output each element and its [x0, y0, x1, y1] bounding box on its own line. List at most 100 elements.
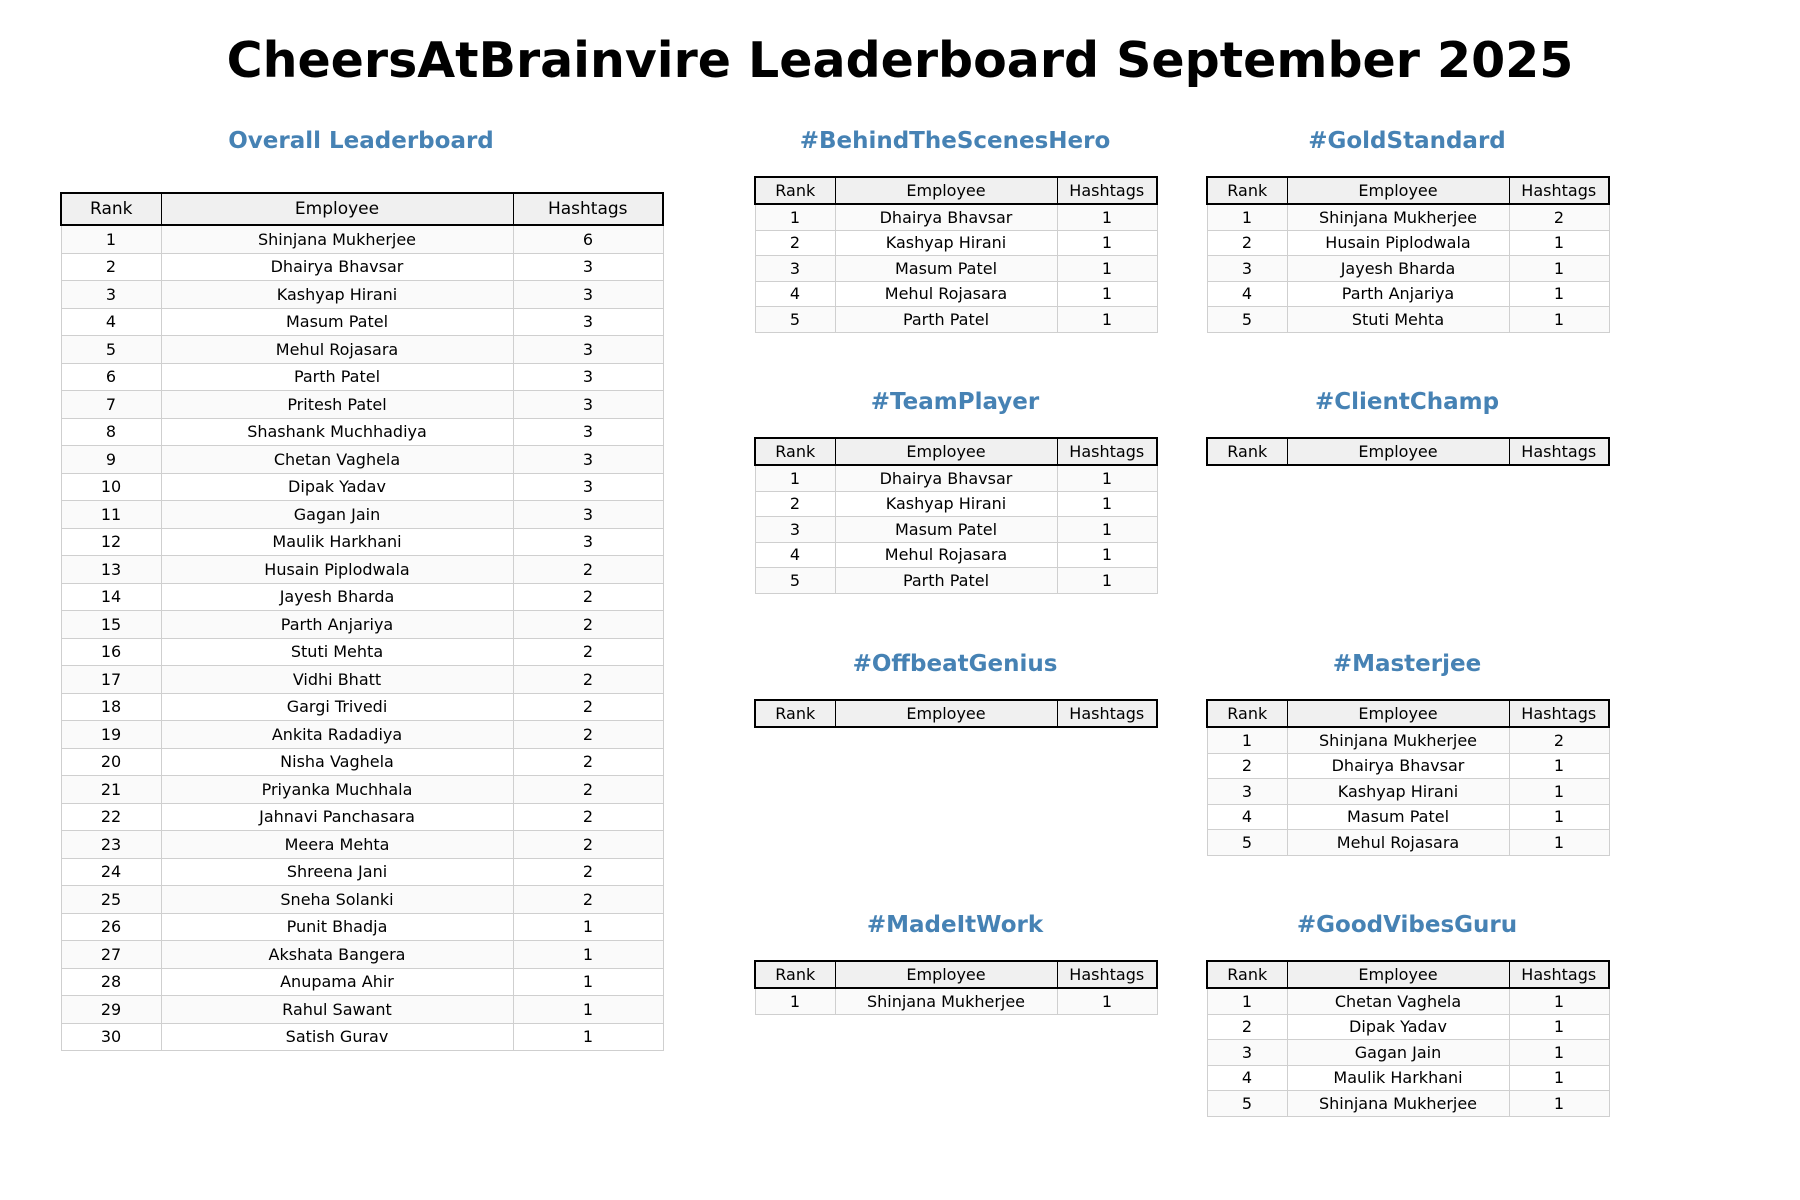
- hashtags-column-header: Hashtags: [1508, 176, 1610, 205]
- table-row: 5 Parth Patel 1: [754, 567, 1158, 594]
- rank-column-header: Rank: [1206, 437, 1288, 466]
- section-title: #GoldStandard: [1308, 128, 1506, 154]
- table-row: 20 Nisha Vaghela 2: [60, 747, 664, 776]
- employee-cell: Ankita Radadiya: [160, 720, 514, 749]
- hashtags-cell: 2: [512, 857, 664, 886]
- hashtags-cell: 3: [512, 417, 664, 446]
- hashtags-cell: 2: [512, 720, 664, 749]
- rank-cell: 23: [60, 830, 162, 859]
- table-row: 9 Chetan Vaghela 3: [60, 445, 664, 474]
- table-row: 26 Punit Bhadja 1: [60, 912, 664, 941]
- employee-column-header: Employee: [834, 176, 1058, 205]
- offbeat-genius-section: #OffbeatGenius Rank Employee Hashtags: [754, 649, 1158, 728]
- table-row: 18 Gargi Trivedi 2: [60, 692, 664, 721]
- employee-cell: Dipak Yadav: [160, 472, 514, 501]
- rank-cell: 5: [754, 567, 836, 594]
- rank-column-header: Rank: [60, 192, 162, 226]
- hashtags-cell: 1: [1056, 541, 1158, 568]
- table-row: 22 Jahnavi Panchasara 2: [60, 802, 664, 831]
- rank-column-header: Rank: [754, 960, 836, 989]
- table-row: 1 Shinjana Mukherjee 1: [754, 987, 1158, 1015]
- table-row: 19 Ankita Radadiya 2: [60, 720, 664, 749]
- section-title: #BehindTheScenesHero: [799, 128, 1111, 154]
- employee-column-header: Employee: [1286, 437, 1510, 466]
- table-row: 2 Dipak Yadav 1: [1206, 1013, 1610, 1040]
- table-row: 7 Pritesh Patel 3: [60, 390, 664, 419]
- leaderboard-table: Rank Employee Hashtags 1 Shinjana Mukherj…: [60, 192, 664, 1051]
- table-row: 5 Parth Patel 1: [754, 306, 1158, 333]
- rank-cell: 2: [754, 490, 836, 517]
- employee-column-header: Employee: [834, 960, 1058, 989]
- rank-cell: 2: [1206, 229, 1288, 256]
- employee-cell: Kashyap Hirani: [1286, 778, 1510, 805]
- rank-column-header: Rank: [1206, 960, 1288, 989]
- rank-cell: 27: [60, 940, 162, 969]
- table-row: 3 Kashyap Hirani 1: [1206, 778, 1610, 805]
- rank-cell: 1: [1206, 987, 1288, 1015]
- made-it-work-section: #MadeItWork Rank Employee Hashtags 1 Shin…: [754, 910, 1158, 1015]
- leaderboard-table: Rank Employee Hashtags 1 Shinjana Mukherj…: [1206, 699, 1610, 856]
- hashtags-column-header: Hashtags: [1056, 960, 1158, 989]
- hashtags-cell: 1: [1056, 987, 1158, 1015]
- employee-column-header: Employee: [1286, 176, 1510, 205]
- rank-cell: 3: [754, 255, 836, 282]
- table-row: 11 Gagan Jain 3: [60, 500, 664, 529]
- rank-cell: 30: [60, 1022, 162, 1051]
- leaderboard-table: Rank Employee Hashtags 1 Shinjana Mukherj…: [1206, 176, 1610, 333]
- employee-cell: Sneha Solanki: [160, 885, 514, 914]
- rank-cell: 5: [1206, 1090, 1288, 1117]
- section-title: #ClientChamp: [1314, 389, 1500, 415]
- leaderboard-table: Rank Employee Hashtags 1 Chetan Vaghela 1 2…: [1206, 960, 1610, 1117]
- rank-cell: 25: [60, 885, 162, 914]
- rank-cell: 12: [60, 527, 162, 556]
- employee-column-header: Employee: [834, 437, 1058, 466]
- section-title: #OffbeatGenius: [852, 651, 1058, 677]
- rank-cell: 4: [1206, 1064, 1288, 1091]
- rank-cell: 5: [754, 306, 836, 333]
- rank-column-header: Rank: [1206, 699, 1288, 728]
- hashtags-cell: 1: [1508, 1013, 1610, 1040]
- table-row: 15 Parth Anjariya 2: [60, 610, 664, 639]
- employee-cell: Maulik Harkhani: [160, 527, 514, 556]
- table-row: 8 Shashank Muchhadiya 3: [60, 417, 664, 446]
- hashtags-cell: 1: [1056, 229, 1158, 256]
- rank-cell: 4: [754, 541, 836, 568]
- table-header-row: Rank Employee Hashtags: [1206, 437, 1610, 466]
- employee-cell: Parth Patel: [834, 567, 1058, 594]
- table-row: 2 Husain Piplodwala 1: [1206, 229, 1610, 256]
- table-row: 5 Shinjana Mukherjee 1: [1206, 1090, 1610, 1117]
- hashtags-cell: 3: [512, 280, 664, 309]
- employee-cell: Masum Patel: [834, 255, 1058, 282]
- employee-cell: Dhairya Bhavsar: [834, 464, 1058, 492]
- table-row: 23 Meera Mehta 2: [60, 830, 664, 859]
- employee-cell: Akshata Bangera: [160, 940, 514, 969]
- table-row: 3 Masum Patel 1: [754, 516, 1158, 543]
- hashtags-cell: 1: [512, 995, 664, 1024]
- behind-the-scenes-hero-section: #BehindTheScenesHero Rank Employee Hasht…: [754, 126, 1158, 333]
- hashtags-cell: 1: [1508, 778, 1610, 805]
- employee-cell: Gagan Jain: [1286, 1039, 1510, 1066]
- rank-cell: 1: [754, 464, 836, 492]
- rank-cell: 1: [1206, 726, 1288, 754]
- employee-cell: Mehul Rojasara: [160, 335, 514, 364]
- table-row: 2 Dhairya Bhavsar 1: [1206, 752, 1610, 779]
- team-player-section: #TeamPlayer Rank Employee Hashtags 1 Dhai…: [754, 387, 1158, 594]
- table-row: 4 Mehul Rojasara 1: [754, 280, 1158, 307]
- employee-cell: Dhairya Bhavsar: [160, 252, 514, 281]
- rank-cell: 1: [1206, 203, 1288, 231]
- table-row: 1 Shinjana Mukherjee 2: [1206, 203, 1610, 231]
- employee-cell: Masum Patel: [160, 307, 514, 336]
- table-header-row: Rank Employee Hashtags: [754, 699, 1158, 728]
- hashtags-cell: 1: [1508, 255, 1610, 282]
- leaderboard-table: Rank Employee Hashtags 1 Shinjana Mukherj…: [754, 960, 1158, 1015]
- table-row: 29 Rahul Sawant 1: [60, 995, 664, 1024]
- employee-cell: Shinjana Mukherjee: [834, 987, 1058, 1015]
- rank-cell: 3: [1206, 255, 1288, 282]
- hashtags-cell: 1: [1508, 1090, 1610, 1117]
- employee-cell: Parth Anjariya: [1286, 280, 1510, 307]
- rank-cell: 5: [1206, 829, 1288, 856]
- hashtags-cell: 2: [512, 802, 664, 831]
- rank-cell: 8: [60, 417, 162, 446]
- hashtags-column-header: Hashtags: [512, 192, 664, 226]
